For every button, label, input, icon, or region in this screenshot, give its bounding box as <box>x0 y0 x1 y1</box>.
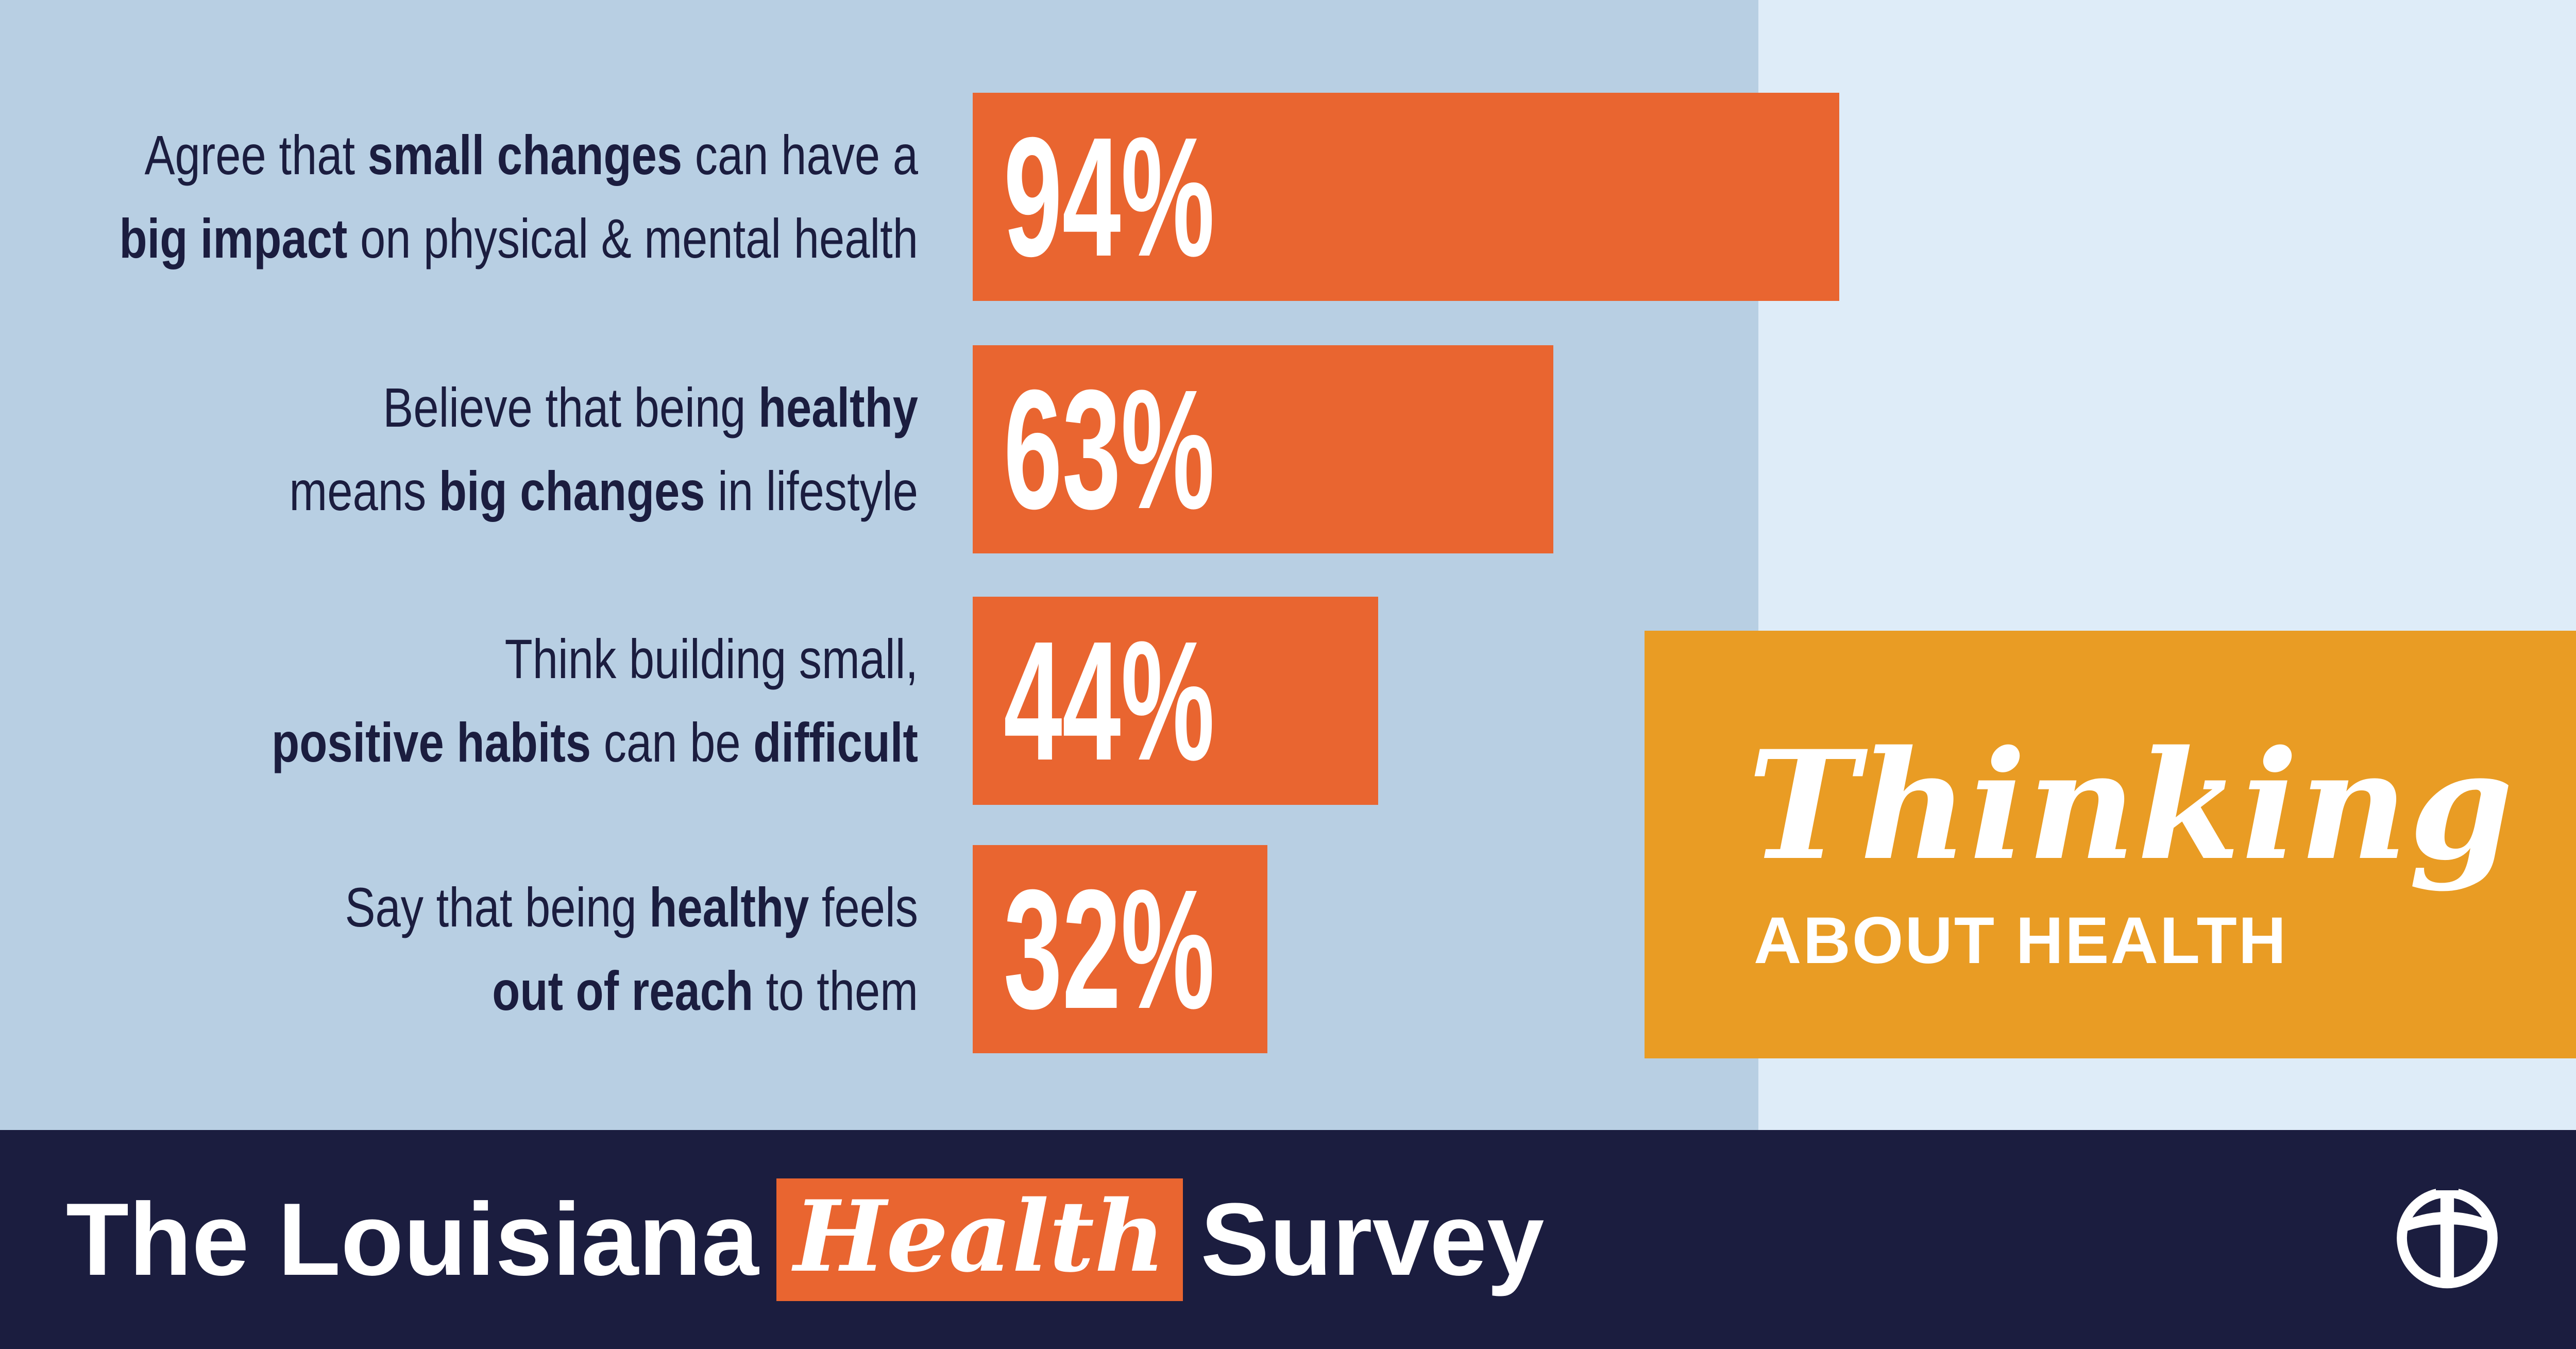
label-text: to them <box>753 959 918 1022</box>
emphasis-text: positive habits <box>272 711 591 773</box>
label-text: Agree that <box>144 124 368 186</box>
cross-cap-icon <box>2397 1179 2498 1289</box>
brand-highlight-pill: Health <box>776 1178 1183 1301</box>
category-label-line: Say that being healthy feels <box>0 866 918 949</box>
bar-1: 94% <box>973 93 1839 301</box>
label-text: Say that being <box>345 876 650 938</box>
emphasis-text: out of reach <box>492 959 754 1022</box>
bar-2: 63% <box>973 345 1553 553</box>
category-label-3: Think building small, positive habits can… <box>0 617 918 784</box>
emphasis-text: big impact <box>119 207 348 269</box>
category-label-line: Agree that small changes can have a <box>0 113 918 197</box>
category-label-1: Agree that small changes can have a big i… <box>0 113 918 280</box>
survey-brand-wordmark: The Louisiana Health Survey <box>66 1130 1544 1349</box>
category-label-line: big impact on physical & mental health <box>0 197 918 280</box>
label-text: can have a <box>682 124 918 186</box>
footer-bar <box>0 1130 2576 1349</box>
label-text: in lifestyle <box>705 460 918 522</box>
emphasis-text: difficult <box>753 711 918 773</box>
label-text: can be <box>591 711 754 773</box>
emphasis-text: healthy <box>649 876 809 938</box>
label-text: Believe that being <box>383 376 758 439</box>
bar-value-label: 63% <box>1004 354 1215 544</box>
emphasis-text: small changes <box>367 124 683 186</box>
category-label-line: out of reach to them <box>0 949 918 1033</box>
category-label-2: Believe that being healthy means big chan… <box>0 366 918 533</box>
brand-text-before: The Louisiana <box>66 1182 759 1297</box>
bar-value-label: 32% <box>1004 854 1215 1044</box>
category-label-line: means big changes in lifestyle <box>0 449 918 533</box>
category-label-line: Believe that being healthy <box>0 366 918 449</box>
emphasis-text: healthy <box>758 376 918 439</box>
label-text: feels <box>809 876 918 938</box>
brand-text-after: Survey <box>1200 1182 1545 1297</box>
category-label-line: Think building small, <box>0 617 918 701</box>
emphasis-text: big changes <box>438 460 705 522</box>
bar-3: 44% <box>973 597 1378 805</box>
badge-subtitle: ABOUT HEALTH <box>1754 904 2288 977</box>
badge-script-title: Thinking <box>1748 718 2515 893</box>
category-label-4: Say that being healthy feels out of reach… <box>0 866 918 1033</box>
label-text: means <box>289 460 439 522</box>
label-text: Think building small, <box>504 628 918 690</box>
thinking-about-health-badge: Thinking ABOUT HEALTH <box>1645 631 2576 1058</box>
category-label-line: positive habits can be difficult <box>0 701 918 784</box>
bar-value-label: 44% <box>1004 605 1215 796</box>
label-text: on physical & mental health <box>347 207 918 269</box>
bar-value-label: 94% <box>1004 102 1215 292</box>
bar-4: 32% <box>973 845 1267 1053</box>
